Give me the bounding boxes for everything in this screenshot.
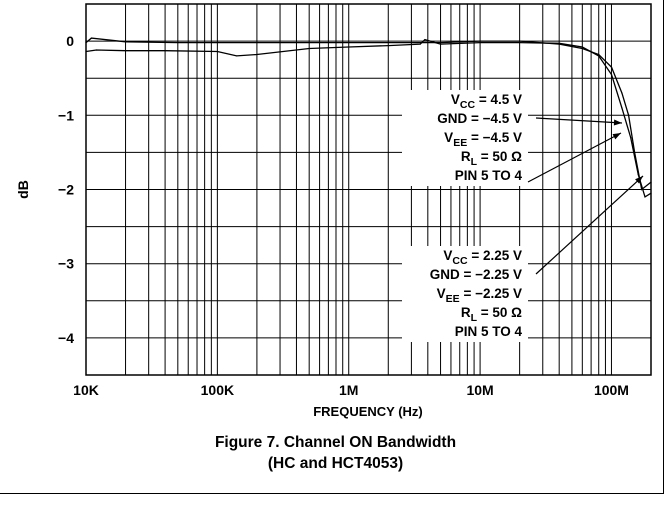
series-2-point	[348, 41, 350, 44]
series-line-1	[85, 38, 652, 198]
series-1-point	[644, 196, 646, 198]
annotation-line: VCC = 2.25 V	[443, 248, 522, 267]
series-1-point	[235, 55, 238, 57]
annotation-line: VEE = −4.5 V	[444, 130, 522, 149]
series-2-point	[558, 43, 560, 45]
series-2-point	[581, 47, 583, 50]
series-1-point	[95, 49, 98, 51]
annotation-line: PIN 5 TO 4	[455, 168, 523, 183]
series-1-point	[650, 192, 652, 194]
series-1-point	[256, 53, 258, 56]
series-1-point	[621, 107, 623, 109]
annotation-line: GND = −4.5 V	[437, 111, 522, 126]
annotation-line: GND = −2.25 V	[430, 267, 522, 282]
x-tick-label: 10K	[73, 382, 99, 398]
series-1-point	[610, 73, 613, 76]
arrow-head	[635, 176, 643, 184]
series-1-point	[519, 41, 521, 44]
series-1-point	[164, 50, 166, 52]
annotation-line: VCC = 4.5 V	[451, 92, 522, 111]
series-1-point	[216, 50, 218, 53]
x-tick-label: 10M	[466, 382, 493, 398]
arrow-head	[613, 119, 622, 126]
series-2-point	[610, 66, 613, 68]
series-2-point	[216, 41, 218, 44]
series-1-point	[85, 50, 87, 53]
plot-border	[85, 3, 652, 376]
series-2-point	[124, 41, 127, 43]
series-2-point	[621, 92, 623, 94]
x-axis-label: FREQUENCY (Hz)	[313, 404, 423, 419]
annotation-arrow	[535, 117, 623, 124]
annotation-line: PIN 5 TO 4	[455, 324, 523, 339]
annotation-arrow	[535, 175, 644, 275]
annotation-background	[402, 246, 528, 342]
series-2-point	[85, 41, 87, 44]
annotation-background	[402, 90, 528, 186]
series-1-point	[439, 43, 442, 45]
series-1-point	[124, 50, 127, 52]
series-2-point	[90, 37, 93, 39]
series-2-point	[641, 188, 643, 191]
x-tick-label: 100K	[201, 382, 234, 398]
y-tick-label: −2	[58, 182, 74, 198]
series-1-point	[424, 39, 426, 41]
annotation-line: RL = 50 Ω	[461, 149, 522, 168]
annotation-line: VEE = −2.25 V	[437, 286, 522, 305]
series-2-point	[439, 41, 442, 44]
x-tick-label: 1M	[339, 382, 358, 398]
x-tick-label: 100M	[594, 382, 629, 398]
series-2-point	[650, 181, 652, 183]
figure-caption-line1: Figure 7. Channel ON Bandwidth	[214, 434, 457, 451]
y-axis-label: dB	[15, 180, 31, 199]
series-1-point	[308, 47, 310, 50]
grid	[86, 4, 651, 375]
series-2-point	[177, 41, 179, 44]
series-2-point	[519, 40, 521, 42]
arrow-head	[612, 133, 621, 140]
series-1-point	[630, 136, 632, 139]
series-2-point	[479, 40, 481, 42]
figure-caption-line2: (HC and HCT4053)	[267, 455, 404, 472]
y-tick-label: −1	[58, 107, 74, 123]
y-tick-label: −3	[58, 256, 74, 272]
series-1-point	[479, 41, 481, 44]
y-tick-label: 0	[66, 33, 74, 49]
series-1-point	[387, 44, 389, 47]
annotation-arrow	[527, 132, 622, 183]
series-1-point	[348, 46, 350, 48]
series-2-point	[627, 114, 630, 116]
annotation-line: RL = 50 Ω	[461, 305, 522, 324]
series-1-point	[419, 43, 421, 45]
series-line-2	[85, 37, 652, 191]
series-2-point	[633, 151, 636, 153]
series-2-point	[598, 53, 600, 56]
series-1-point	[581, 46, 583, 48]
y-tick-label: −4	[58, 330, 74, 346]
